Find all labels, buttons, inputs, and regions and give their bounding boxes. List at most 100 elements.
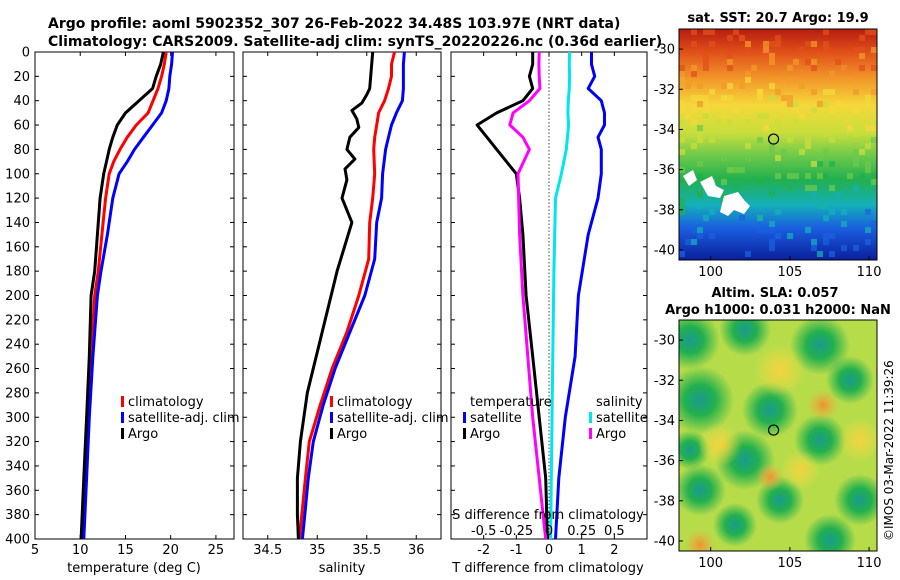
sst-pixel	[703, 191, 709, 197]
y-tick-label: 260	[5, 362, 30, 377]
y-tick-label: 120	[5, 192, 30, 207]
sst-pixel	[823, 101, 829, 107]
sst-pixel	[709, 29, 715, 35]
sst-pixel	[769, 59, 775, 65]
sst-pixel	[841, 245, 847, 251]
sst-pixel	[697, 227, 703, 233]
sst-pixel	[679, 251, 685, 257]
sst-pixel	[775, 173, 781, 179]
y-tick-label: 140	[5, 216, 30, 231]
y-tick-label: -36	[654, 163, 675, 178]
temperature-legend: climatology satellite-adj. clim Argo	[121, 395, 240, 442]
x-tick-label: 1	[578, 543, 586, 558]
legend-swatch-climatology	[121, 396, 124, 407]
sst-title: sat. SST: 20.7 Argo: 19.9	[687, 11, 868, 26]
sst-pixel	[799, 83, 805, 89]
series-line-satellite-adj-clim	[300, 52, 406, 539]
series-line-salinity-argo	[508, 52, 548, 539]
sla-eddy	[698, 423, 742, 467]
sst-pixel	[697, 233, 703, 239]
y-tick-label: -32	[654, 83, 675, 98]
sst-pixel	[721, 155, 727, 161]
y-tick-label: 380	[5, 508, 30, 523]
sst-cloud-mask	[683, 170, 697, 186]
sst-pixel	[787, 185, 793, 191]
sst-pixel	[865, 167, 871, 173]
sst-pixel	[769, 239, 775, 245]
legend-label-sal-argo: Argo	[596, 427, 626, 442]
sst-pixel	[733, 107, 739, 113]
sst-pixel	[859, 47, 865, 53]
sla-eddy	[754, 344, 806, 396]
sst-pixel	[727, 65, 733, 71]
sst-cloud-mask	[700, 176, 724, 198]
temperature-lines	[79, 52, 174, 539]
salinity-x-ticks: 34.5 35 35.5 36	[253, 52, 425, 558]
sst-pixel	[781, 179, 787, 185]
sst-pixel	[703, 29, 709, 35]
x-tick-label: 35.5	[352, 543, 381, 558]
x-tick-label: -1	[510, 543, 523, 558]
x-tick-label: 0	[545, 543, 553, 558]
sst-pixel	[775, 209, 781, 215]
sst-pixel	[757, 137, 763, 143]
sst-pixel	[757, 215, 763, 221]
y-tick-label: 200	[5, 289, 30, 304]
sst-pixel	[853, 245, 859, 251]
sst-pixel	[763, 125, 769, 131]
legend-label-satellite: satellite-adj. clim	[128, 411, 240, 426]
legend-swatch-satellite	[121, 412, 124, 423]
sst-pixel	[871, 125, 877, 131]
sla-eddy	[790, 320, 850, 375]
temperature-panel: 0 20 40 60 80 100 120 140 160 180 200 220 240 260 280 3…	[5, 46, 239, 577]
sst-pixel	[829, 107, 835, 113]
sst-pixel	[829, 251, 835, 257]
sst-pixel	[721, 113, 727, 119]
sst-pixel	[865, 101, 871, 107]
salinity-legend: climatology satellite-adj. clim Argo	[330, 395, 449, 442]
y-tick-label: 60	[13, 119, 30, 134]
sst-pixel	[853, 47, 859, 53]
legend-swatch-sal-satellite	[589, 412, 592, 423]
sst-pixel	[679, 71, 685, 77]
sst-pixel	[691, 143, 697, 149]
sst-pixel	[709, 137, 715, 143]
top-tick-label: -0.25	[500, 524, 534, 539]
sst-pixel	[769, 95, 775, 101]
sst-pixel	[745, 47, 751, 53]
legend-label-argo: Argo	[128, 427, 158, 442]
sst-pixel	[733, 29, 739, 35]
difference-panel: -2 -1 0 1 2 T difference from climatology S …	[450, 51, 648, 576]
top-tick-label: 0	[545, 524, 553, 539]
sst-pixel	[775, 89, 781, 95]
x-tick-label: 15	[117, 543, 134, 558]
sst-pixel	[799, 47, 805, 53]
sst-pixel	[835, 59, 841, 65]
y-tick-label: 280	[5, 386, 30, 401]
sst-pixel	[745, 251, 751, 257]
sst-pixel	[853, 161, 859, 167]
legend-label-temp-argo: Argo	[470, 427, 500, 442]
sst-frame	[678, 28, 878, 261]
sst-pixel	[691, 65, 697, 71]
sla-eddy	[679, 320, 720, 370]
sst-pixel	[805, 59, 811, 65]
y-tick-label: -32	[654, 374, 675, 389]
sst-pixel	[865, 239, 871, 245]
x-tick-label: 36	[408, 543, 425, 558]
sst-ticks: 100 105 110 -30 -32 -34 -36 -38 -40	[654, 43, 882, 280]
series-line-temperature-satellite	[554, 52, 606, 539]
sst-pixel	[703, 95, 709, 101]
y-tick-label: 0	[22, 46, 30, 61]
difference-x-ticks: -2 -1 0 1 2	[477, 52, 618, 558]
sst-pixel	[679, 197, 685, 203]
x-tick-label: 100	[698, 556, 723, 571]
sst-pixel	[763, 113, 769, 119]
sst-pixel	[697, 173, 703, 179]
header-line1: Argo profile: aoml 5902352_307 26-Feb-20…	[48, 16, 620, 32]
sst-pixel	[811, 245, 817, 251]
sla-eddy	[756, 463, 784, 491]
y-tick-label: -38	[654, 494, 675, 509]
sst-pixel	[703, 59, 709, 65]
